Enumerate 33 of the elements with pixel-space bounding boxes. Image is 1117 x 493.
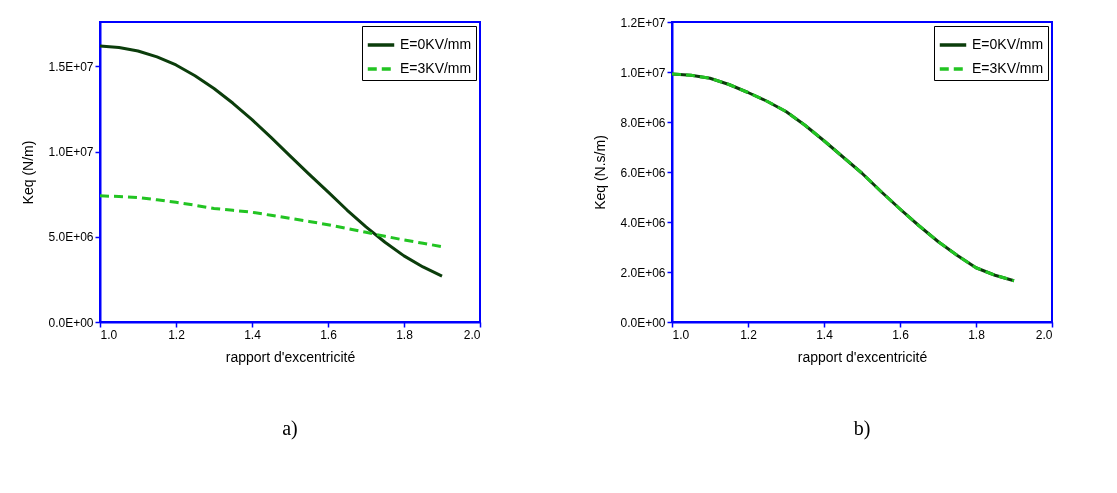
y-tick-label: 8.0E+06 — [620, 115, 666, 130]
x-tick-label: 1.8 — [396, 327, 414, 342]
y-tick-label: 0.0E+00 — [48, 315, 94, 330]
legend-label: E=3KV/mm — [400, 60, 472, 76]
x-axis-title: rapport d'excentricité — [797, 348, 928, 365]
y-tick-label: 5.0E+06 — [48, 230, 94, 245]
y-tick-label: 1.5E+07 — [48, 59, 94, 74]
x-tick-label: 1.6 — [892, 327, 910, 342]
y-tick-label: 0.0E+00 — [620, 315, 666, 330]
x-tick-label: 1.2 — [740, 327, 758, 342]
x-tick-label: 1.0 — [672, 327, 690, 342]
y-tick-label: 4.0E+06 — [620, 215, 666, 230]
x-tick-label: 2.0 — [1035, 327, 1053, 342]
y-tick-label: 1.2E+07 — [620, 15, 666, 30]
y-axis-title: Keq (N/m) — [20, 140, 37, 205]
legend-label: E=0KV/mm — [400, 36, 472, 52]
x-tick-label: 1.2 — [168, 327, 186, 342]
legend-label: E=3KV/mm — [972, 60, 1044, 76]
text: a) — [282, 417, 298, 440]
x-axis-title: rapport d'excentricité — [225, 348, 356, 365]
x-tick-label: 1.8 — [968, 327, 986, 342]
legend-label: E=0KV/mm — [972, 36, 1044, 52]
x-tick-label: 1.6 — [320, 327, 338, 342]
x-tick-label: 1.0 — [100, 327, 118, 342]
text: b) — [853, 417, 871, 440]
y-tick-label: 1.0E+07 — [620, 65, 666, 80]
y-tick-label: 1.0E+07 — [48, 145, 94, 160]
y-tick-label: 6.0E+06 — [620, 165, 666, 180]
y-axis-title: Keq (N.s/m) — [592, 135, 609, 210]
y-tick-label: 2.0E+06 — [620, 265, 666, 280]
x-tick-label: 1.4 — [816, 327, 834, 342]
x-tick-label: 2.0 — [463, 327, 481, 342]
x-tick-label: 1.4 — [244, 327, 262, 342]
